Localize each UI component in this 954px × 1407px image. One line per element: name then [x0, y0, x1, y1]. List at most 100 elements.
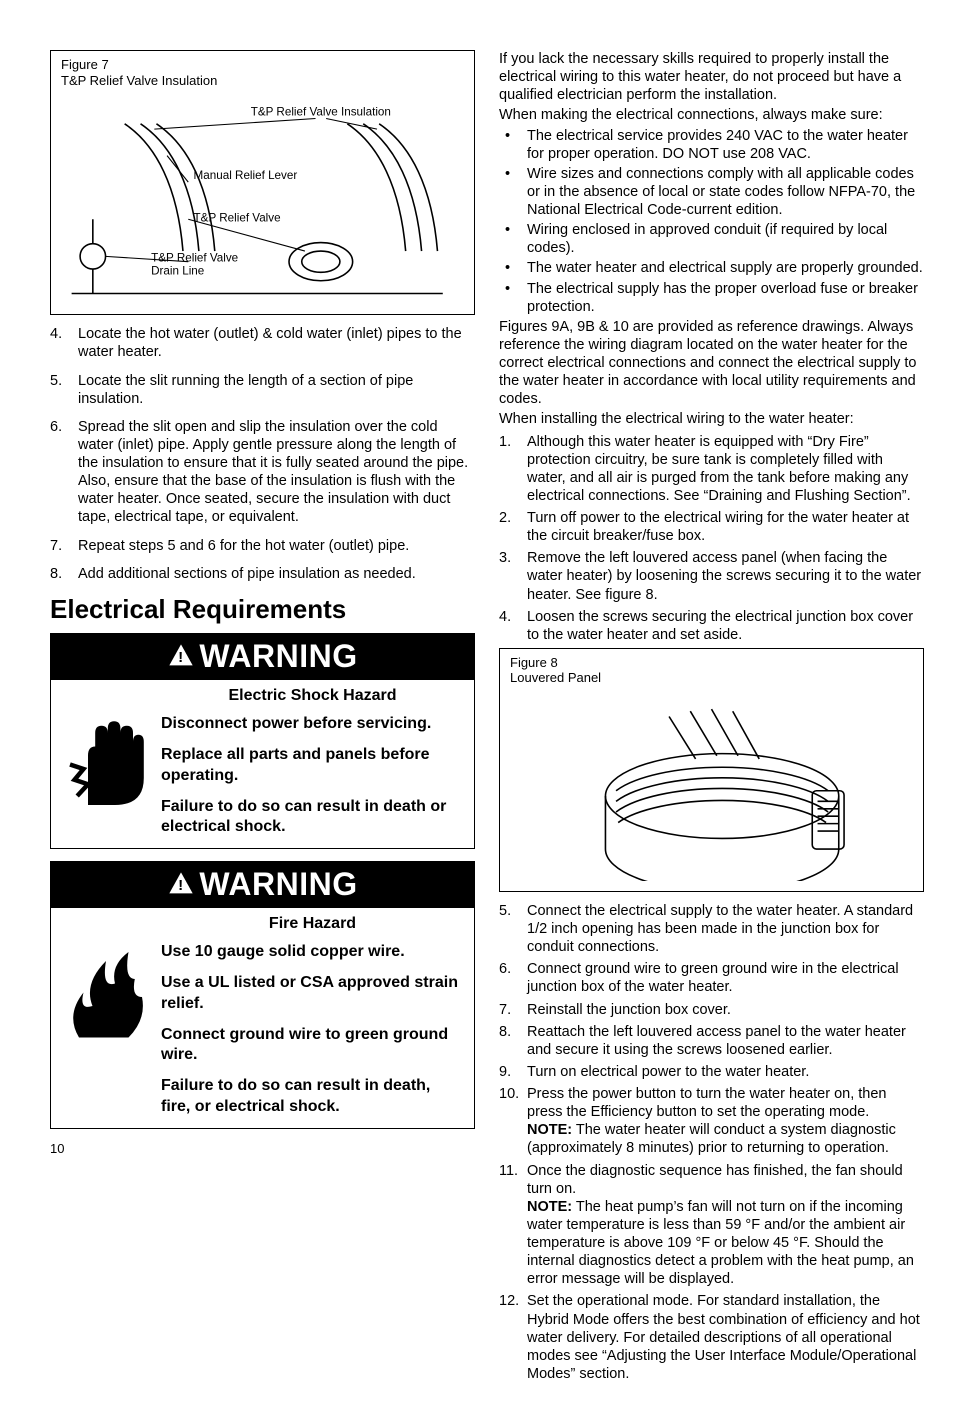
list-item: 5.Connect the electrical supply to the w… [499, 902, 924, 956]
step-text: Connect the electrical supply to the wat… [527, 902, 924, 956]
list-item: 11. Once the diagnostic sequence has fin… [499, 1162, 924, 1289]
bullet-text: The water heater and electrical supply a… [527, 259, 923, 277]
warning-head-text: WARNING [199, 636, 357, 676]
step-text: Repeat steps 5 and 6 for the hot water (… [78, 537, 409, 555]
figure-8-caption-line2: Louvered Panel [510, 670, 601, 685]
list-item: •The electrical supply has the proper ov… [499, 280, 924, 316]
page: Figure 7 T&P Relief Valve Insulation [50, 50, 924, 1387]
step-number: 4. [499, 608, 527, 644]
step-number: 6. [50, 418, 78, 527]
warning-head: ! WARNING [51, 862, 474, 908]
bullet-text: The electrical service provides 240 VAC … [527, 127, 924, 163]
after-bullets-1: Figures 9A, 9B & 10 are provided as refe… [499, 318, 924, 409]
figure-7-illustration: T&P Relief Valve Insulation Manual Relie… [61, 92, 464, 304]
list-item: 8.Reattach the left louvered access pane… [499, 1023, 924, 1059]
step-text: Locate the slit running the length of a … [78, 372, 475, 408]
warning-line: Use 10 gauge solid copper wire. [161, 942, 464, 963]
warning-hazard-title: Electric Shock Hazard [161, 686, 464, 706]
step-number: 8. [499, 1023, 527, 1059]
warning-shock-block: ! WARNING Electric Shock Hazard Disconne… [50, 633, 475, 849]
shock-hand-icon [61, 686, 151, 819]
right-column: If you lack the necessary skills require… [499, 50, 924, 1387]
step-number: 5. [50, 372, 78, 408]
step-number: 6. [499, 960, 527, 996]
warning-line: Disconnect power before servicing. [161, 714, 464, 735]
list-item: 6.Spread the slit open and slip the insu… [50, 418, 475, 527]
step-text: Reinstall the junction box cover. [527, 1001, 731, 1019]
list-item: 4.Locate the hot water (outlet) & cold w… [50, 325, 475, 361]
left-steps-list: 4.Locate the hot water (outlet) & cold w… [50, 325, 475, 583]
alert-triangle-icon: ! [167, 870, 195, 898]
list-item: •The water heater and electrical supply … [499, 259, 924, 277]
step-number: 11. [499, 1162, 527, 1289]
step-text: Once the diagnostic sequence has finishe… [527, 1163, 903, 1197]
figure-7-label-drain-2: Drain Line [151, 265, 204, 278]
after-bullets-2: When installing the electrical wiring to… [499, 410, 924, 428]
step-text-with-note: Once the diagnostic sequence has finishe… [527, 1162, 924, 1289]
list-item: 7.Repeat steps 5 and 6 for the hot water… [50, 537, 475, 555]
list-item: 9.Turn on electrical power to the water … [499, 1063, 924, 1081]
bullet-text: The electrical supply has the proper ove… [527, 280, 924, 316]
figure-7-caption: Figure 7 T&P Relief Valve Insulation [61, 57, 464, 88]
svg-text:!: ! [179, 877, 185, 894]
step-text: Add additional sections of pipe insulati… [78, 565, 416, 583]
note-text: The water heater will conduct a system d… [527, 1122, 896, 1156]
right-steps-list-c: 5.Connect the electrical supply to the w… [499, 902, 924, 1383]
warning-line: Replace all parts and panels before oper… [161, 745, 464, 787]
page-number: 10 [50, 1141, 475, 1157]
list-item: 5.Locate the slit running the length of … [50, 372, 475, 408]
bullet-dot: • [499, 165, 527, 219]
bullet-dot: • [499, 221, 527, 257]
bullet-text: Wiring enclosed in approved conduit (if … [527, 221, 924, 257]
list-item: 8.Add additional sections of pipe insula… [50, 565, 475, 583]
step-number: 1. [499, 433, 527, 506]
list-item: •Wiring enclosed in approved conduit (if… [499, 221, 924, 257]
step-number: 5. [499, 902, 527, 956]
list-item: 3.Remove the left louvered access panel … [499, 549, 924, 603]
list-item: 7.Reinstall the junction box cover. [499, 1001, 924, 1019]
warning-line: Connect ground wire to green ground wire… [161, 1025, 464, 1067]
note-text: The heat pump’s fan will not turn on if … [527, 1199, 914, 1288]
warning-body: Fire Hazard Use 10 gauge solid copper wi… [51, 908, 474, 1128]
figure-7-caption-line1: Figure 7 [61, 57, 109, 72]
note-label: NOTE: [527, 1199, 572, 1215]
warning-line: Use a UL listed or CSA approved strain r… [161, 973, 464, 1015]
step-text: Although this water heater is equipped w… [527, 433, 924, 506]
warning-fire-block: ! WARNING Fire Hazard Use 10 gauge solid… [50, 861, 475, 1129]
figure-8-caption: Figure 8 Louvered Panel [510, 655, 913, 686]
step-text: Remove the left louvered access panel (w… [527, 549, 924, 603]
figure-8-box: Figure 8 Louvered Panel [499, 648, 924, 892]
step-number: 9. [499, 1063, 527, 1081]
step-number: 7. [499, 1001, 527, 1019]
step-number: 7. [50, 537, 78, 555]
note-label: NOTE: [527, 1122, 572, 1138]
figure-7-box: Figure 7 T&P Relief Valve Insulation [50, 50, 475, 315]
list-item: 6.Connect ground wire to green ground wi… [499, 960, 924, 996]
step-text: Connect ground wire to green ground wire… [527, 960, 924, 996]
warning-head: ! WARNING [51, 634, 474, 680]
step-number: 2. [499, 509, 527, 545]
step-number: 12. [499, 1292, 527, 1383]
figure-8-illustration [510, 690, 913, 881]
step-text: Set the operational mode. For standard i… [527, 1292, 924, 1383]
step-text: Locate the hot water (outlet) & cold wat… [78, 325, 475, 361]
step-text: Turn off power to the electrical wiring … [527, 509, 924, 545]
list-item: •Wire sizes and connections comply with … [499, 165, 924, 219]
step-number: 4. [50, 325, 78, 361]
list-item: 4.Loosen the screws securing the electri… [499, 608, 924, 644]
bullet-dot: • [499, 259, 527, 277]
bullet-dot: • [499, 127, 527, 163]
figure-7-label-drain-1: T&P Relief Valve [151, 252, 238, 265]
step-number: 8. [50, 565, 78, 583]
figure-7-caption-line2: T&P Relief Valve Insulation [61, 73, 217, 88]
warning-head-text: WARNING [199, 864, 357, 904]
step-number: 3. [499, 549, 527, 603]
step-text: Loosen the screws securing the electrica… [527, 608, 924, 644]
bullet-dot: • [499, 280, 527, 316]
step-text: Reattach the left louvered access panel … [527, 1023, 924, 1059]
alert-triangle-icon: ! [167, 642, 195, 670]
right-steps-list-b: 1.Although this water heater is equipped… [499, 433, 924, 644]
warning-text: Electric Shock Hazard Disconnect power b… [161, 686, 464, 838]
section-heading-electrical: Electrical Requirements [50, 593, 475, 626]
step-text: Spread the slit open and slip the insula… [78, 418, 475, 527]
